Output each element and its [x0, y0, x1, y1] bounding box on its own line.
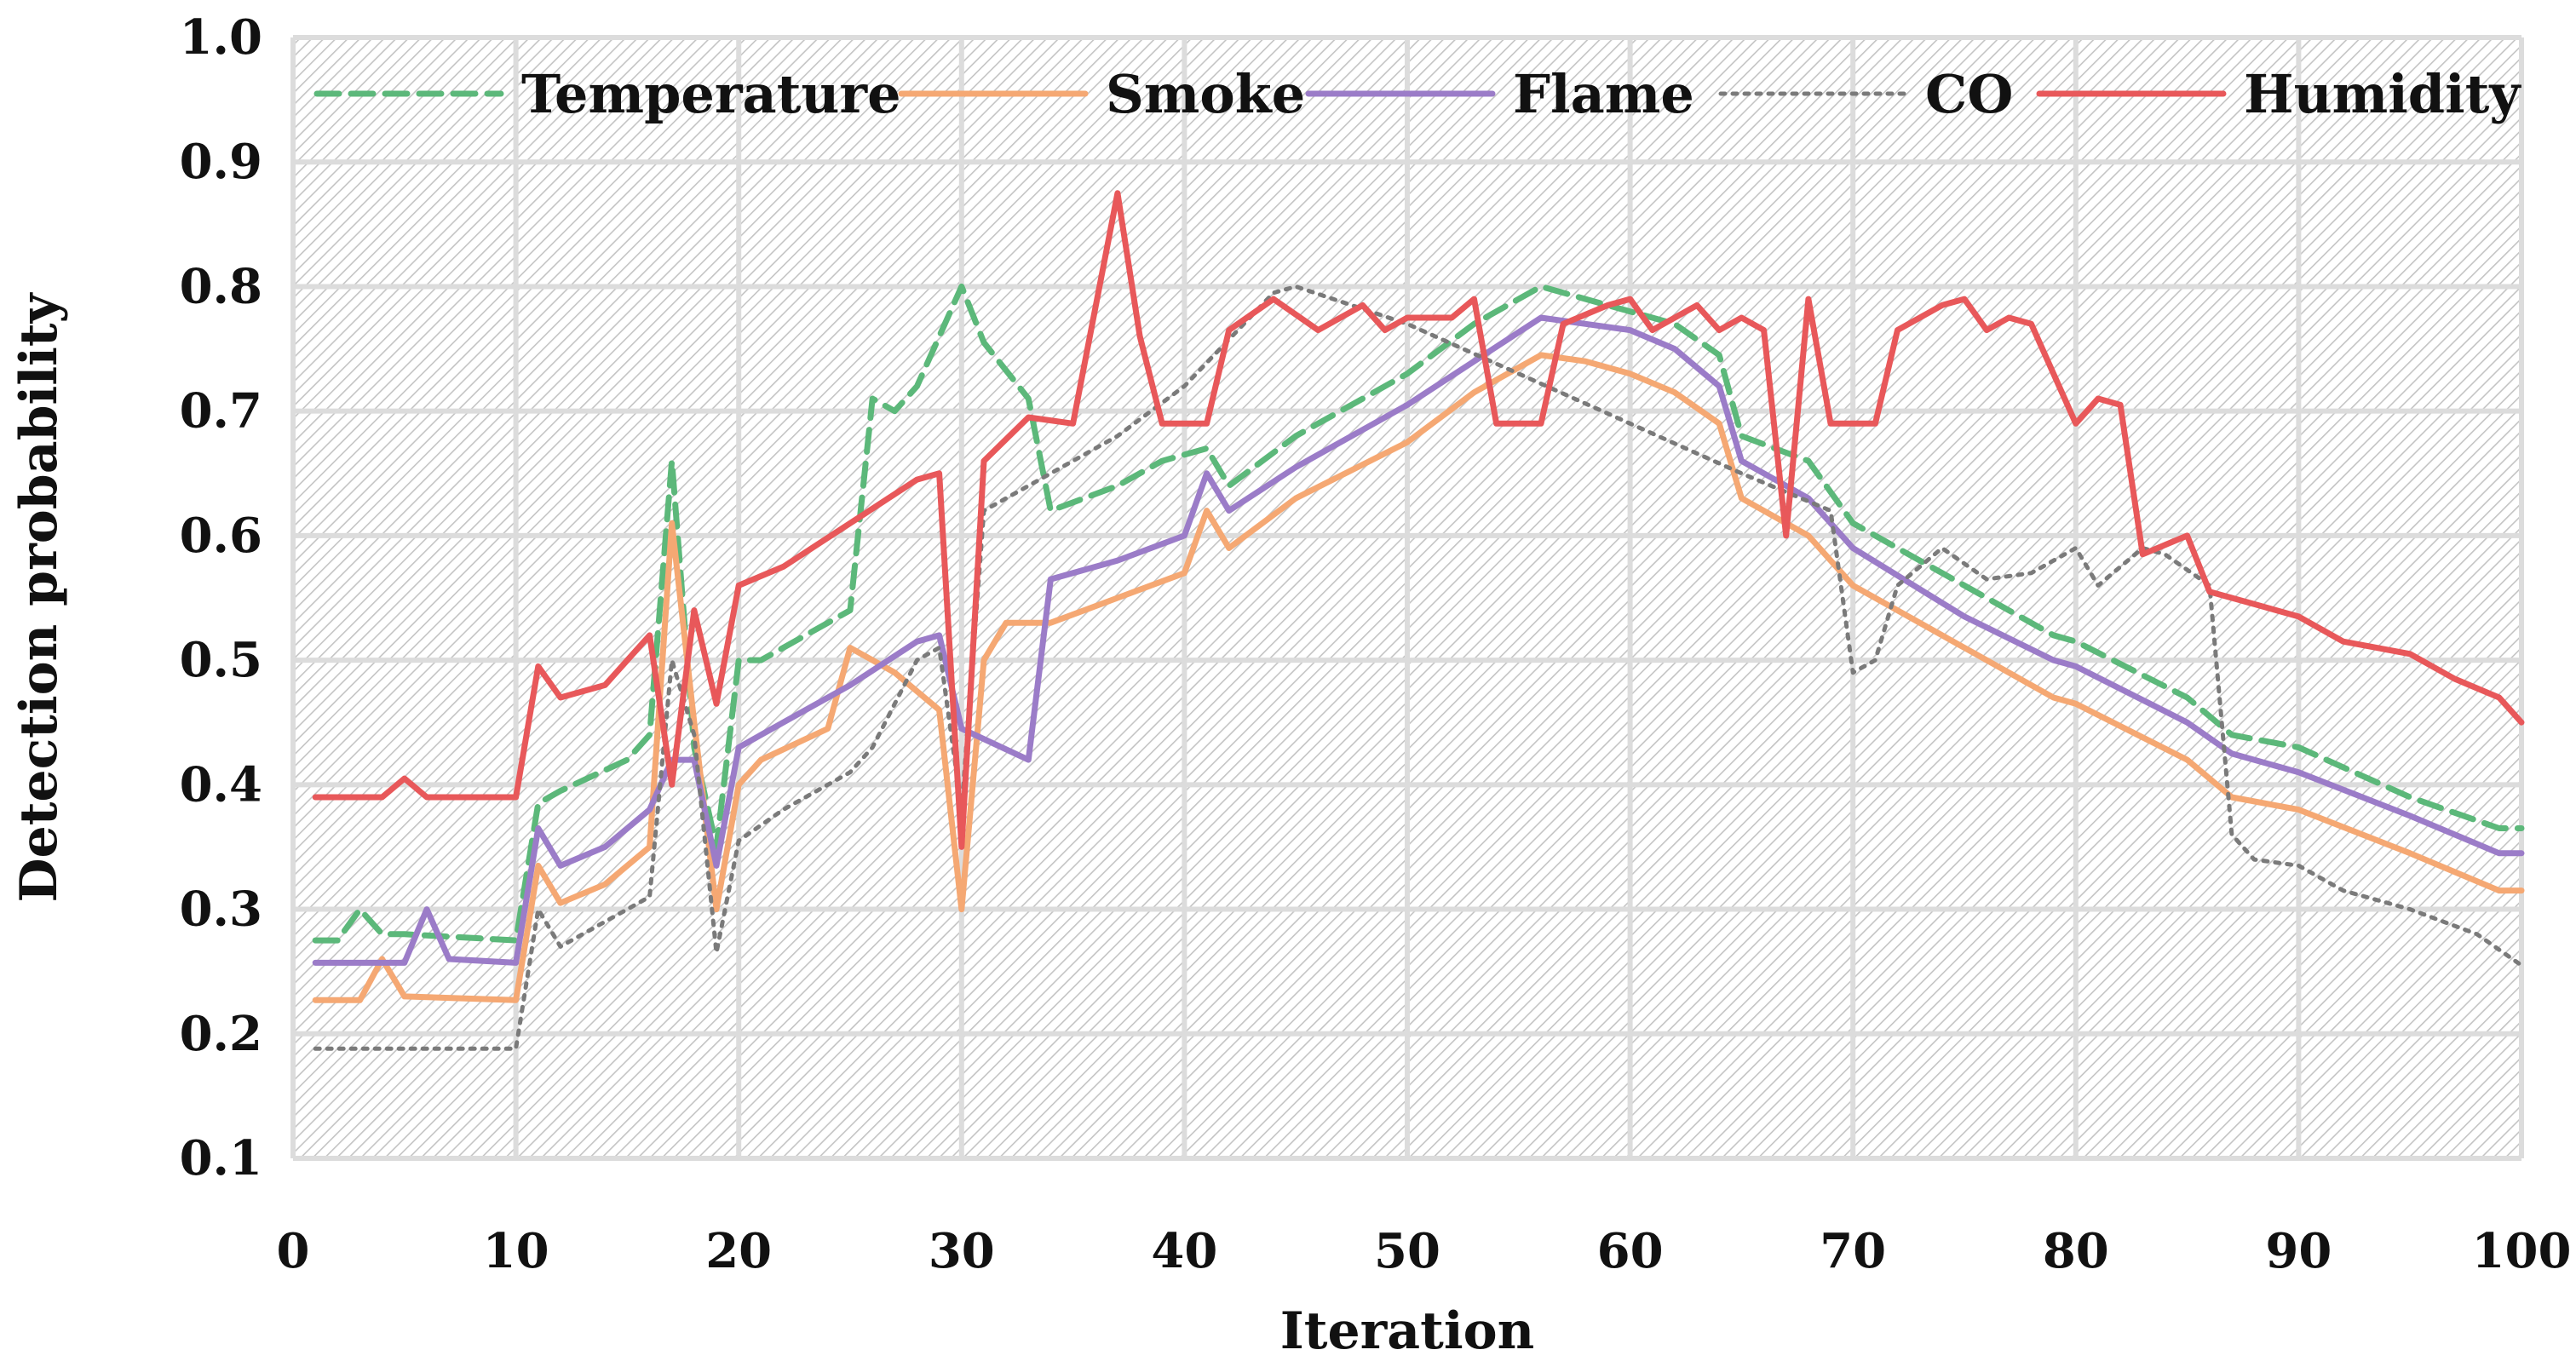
gridlines [290, 35, 2524, 1161]
y-tick-label: 0.9 [180, 134, 262, 190]
x-tick-label: 80 [2043, 1223, 2109, 1279]
legend-label-smoke: Smoke [1106, 63, 1305, 125]
y-tick-labels: 0.1 0.2 0.3 0.4 0.5 0.6 0.7 0.8 0.9 1.0 [180, 9, 262, 1186]
x-tick-labels: 0 10 20 30 40 50 60 70 80 90 100 [277, 1223, 2572, 1279]
y-tick-label: 0.3 [180, 882, 262, 938]
x-tick-label: 90 [2265, 1223, 2332, 1279]
x-tick-label: 30 [929, 1223, 995, 1279]
x-tick-label: 60 [1597, 1223, 1664, 1279]
x-tick-label: 70 [1820, 1223, 1886, 1279]
y-tick-label: 0.5 [180, 632, 262, 688]
series-line-smoke [312, 352, 2525, 1003]
y-tick-label: 0.4 [180, 756, 262, 813]
series-line-co [313, 284, 2524, 1051]
legend-label-co: CO [1925, 63, 2013, 125]
series-line-flame [312, 314, 2525, 966]
y-tick-label: 1.0 [180, 9, 262, 66]
y-tick-label: 0.2 [180, 1006, 262, 1062]
y-tick-label: 0.6 [180, 508, 262, 564]
y-axis-title: Detection probability [9, 291, 69, 902]
x-tick-label: 10 [483, 1223, 549, 1279]
series-lines [312, 190, 2525, 1051]
x-tick-label: 40 [1151, 1223, 1217, 1279]
y-tick-label: 0.8 [180, 258, 262, 314]
x-tick-label: 0 [277, 1223, 310, 1279]
y-tick-label: 0.1 [180, 1130, 262, 1186]
legend: Temperature Smoke Flame CO Humidity [313, 63, 2521, 125]
x-axis-title: Iteration [1280, 1301, 1535, 1361]
x-tick-label: 100 [2472, 1223, 2572, 1279]
series-line-humidity [312, 190, 2525, 850]
x-tick-label: 50 [1374, 1223, 1440, 1279]
y-tick-label: 0.7 [180, 383, 262, 439]
legend-label-flame: Flame [1513, 63, 1694, 125]
x-tick-label: 20 [705, 1223, 772, 1279]
legend-label-temperature: Temperature [521, 63, 901, 125]
legend-label-humidity: Humidity [2244, 63, 2521, 125]
series-line-temperature [312, 283, 2525, 944]
